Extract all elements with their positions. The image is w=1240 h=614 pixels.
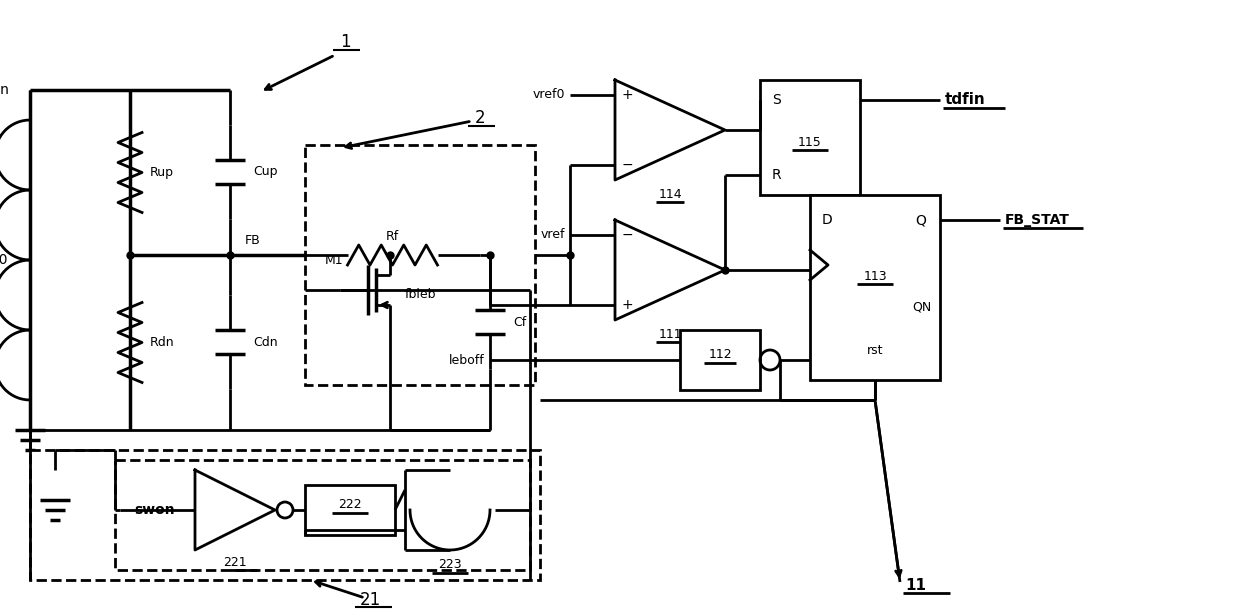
Text: Cdn: Cdn <box>253 335 278 349</box>
Text: QN: QN <box>911 300 931 314</box>
Bar <box>30 450 539 580</box>
Text: −: − <box>621 228 632 242</box>
Text: Q: Q <box>915 213 926 227</box>
Text: tdfin: tdfin <box>945 93 986 107</box>
Text: 111: 111 <box>658 328 682 341</box>
Text: R: R <box>773 168 781 182</box>
Bar <box>810 195 940 380</box>
Text: 222: 222 <box>339 499 362 511</box>
Text: 112: 112 <box>708 349 732 362</box>
Text: leboff: leboff <box>449 354 485 367</box>
Text: 221: 221 <box>223 556 247 569</box>
Text: Rup: Rup <box>150 166 174 179</box>
Bar <box>305 145 534 385</box>
Text: Vin: Vin <box>0 83 10 97</box>
Polygon shape <box>615 80 725 180</box>
Text: swon: swon <box>135 503 175 517</box>
Polygon shape <box>195 470 275 550</box>
Text: D: D <box>822 213 833 227</box>
Text: L0: L0 <box>0 253 7 267</box>
Text: 1: 1 <box>340 33 351 51</box>
Text: +: + <box>621 298 632 312</box>
Text: 2: 2 <box>475 109 485 127</box>
Text: S: S <box>773 93 781 107</box>
Bar <box>760 80 861 195</box>
Text: 11: 11 <box>905 578 926 593</box>
Text: 115: 115 <box>799 136 822 149</box>
Text: rst: rst <box>867 343 883 357</box>
Text: FB_STAT: FB_STAT <box>1004 213 1070 227</box>
Text: −: − <box>621 158 632 172</box>
Text: vref: vref <box>541 228 565 241</box>
Text: vref0: vref0 <box>532 88 565 101</box>
Text: 113: 113 <box>863 271 887 284</box>
Bar <box>680 330 760 390</box>
Text: 21: 21 <box>360 591 381 609</box>
Text: Rf: Rf <box>386 230 399 244</box>
Text: 114: 114 <box>658 188 682 201</box>
Polygon shape <box>615 220 725 320</box>
Text: Cup: Cup <box>253 166 278 179</box>
Text: M1: M1 <box>325 254 343 266</box>
Bar <box>115 460 529 570</box>
Text: +: + <box>621 88 632 102</box>
Text: FB: FB <box>246 233 260 246</box>
Text: Rdn: Rdn <box>150 336 175 349</box>
Text: 223: 223 <box>438 559 461 572</box>
Text: Cf: Cf <box>513 316 526 328</box>
Text: fbleb: fbleb <box>405 289 436 301</box>
Bar <box>305 485 396 535</box>
